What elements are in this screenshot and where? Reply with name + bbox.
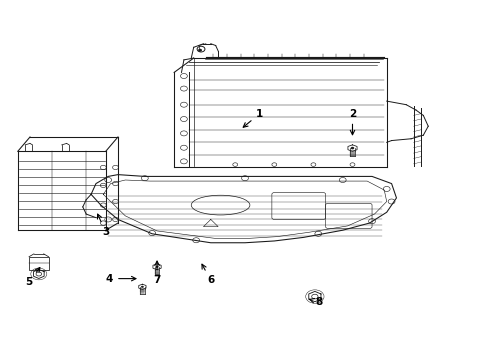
- Text: 2: 2: [349, 109, 356, 135]
- Text: 5: 5: [25, 267, 40, 287]
- Text: 8: 8: [309, 297, 322, 307]
- Text: 3: 3: [98, 214, 109, 237]
- Text: 4: 4: [106, 274, 136, 284]
- Text: 6: 6: [202, 264, 215, 285]
- Bar: [29, 257, 49, 270]
- Circle shape: [155, 266, 159, 268]
- Circle shape: [198, 49, 202, 51]
- Text: 7: 7: [153, 261, 161, 285]
- Circle shape: [141, 286, 144, 288]
- Circle shape: [351, 147, 354, 149]
- Text: 1: 1: [243, 109, 263, 127]
